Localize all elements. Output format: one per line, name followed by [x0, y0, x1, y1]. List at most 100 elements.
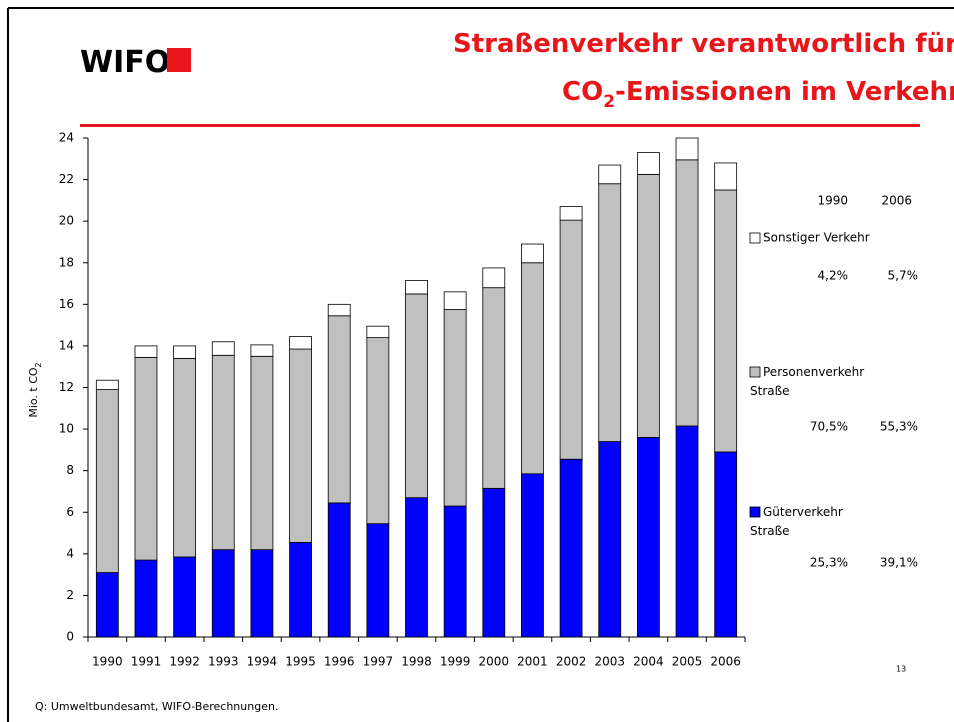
bar-segment — [405, 293, 428, 499]
bar-segment — [405, 280, 428, 295]
bar-segment — [636, 436, 660, 638]
logo: WIFO — [80, 45, 170, 80]
legend-label: Güterverkehr Straße — [750, 505, 843, 538]
bar-segment — [482, 267, 506, 289]
bar-segment — [559, 219, 583, 460]
y-tick-label: 14 — [59, 338, 74, 352]
bar-segment — [211, 341, 235, 356]
y-tick-label: 20 — [59, 214, 74, 228]
logo-square — [167, 48, 191, 72]
page-number: 13 — [896, 665, 906, 674]
title-rule — [80, 124, 920, 127]
legend-share: 70,5% — [810, 420, 848, 434]
bar-segment — [482, 287, 506, 489]
bar-segment — [482, 487, 506, 638]
y-tick-label: 18 — [59, 255, 74, 269]
source: Q: Umweltbundesamt, WIFO-Berechnungen. — [35, 700, 278, 713]
bar-segment — [366, 337, 390, 525]
x-tick-label: 1997 — [363, 655, 394, 669]
x-tick-label: 1992 — [169, 655, 200, 669]
y-label-part: Mio. t CO — [27, 367, 40, 418]
legend-label: Sonstiger Verkehr — [763, 231, 870, 245]
bar-segment — [598, 164, 622, 185]
bar-segment — [443, 309, 467, 507]
legend-share: 5,7% — [888, 269, 919, 283]
bar-segment — [134, 559, 158, 638]
bar-segment — [211, 549, 235, 638]
y-tick-label: 0 — [66, 630, 74, 644]
bar-segment — [675, 425, 699, 638]
share-year: 1990 — [817, 194, 848, 208]
y-tick-label: 2 — [66, 588, 74, 602]
bar-segment — [327, 502, 351, 638]
bar-segment — [598, 441, 622, 638]
bar-segment — [211, 354, 235, 551]
y-tick-label: 24 — [59, 131, 74, 145]
bar-segment — [443, 291, 467, 310]
legend-swatch — [749, 506, 761, 518]
y-label-sub: 2 — [34, 362, 43, 367]
bar-segment — [95, 379, 119, 390]
x-tick-label: 2005 — [672, 655, 703, 669]
x-tick-label: 1990 — [92, 655, 123, 669]
bar-segment — [173, 345, 197, 359]
x-tick-label: 2000 — [479, 655, 510, 669]
share-year: 2006 — [881, 194, 912, 208]
x-tick-label: 2003 — [594, 655, 625, 669]
x-tick-label: 1998 — [401, 655, 432, 669]
bar-segment — [289, 348, 312, 543]
legend-swatch — [749, 366, 761, 378]
x-tick-label: 1993 — [208, 655, 239, 669]
y-tick-label: 10 — [59, 422, 74, 436]
x-tick-label: 1995 — [285, 655, 316, 669]
bar-segment — [366, 325, 390, 338]
bar-segment — [173, 357, 197, 558]
bar-segment — [95, 389, 119, 573]
y-tick-label: 4 — [66, 546, 74, 560]
bar-segment — [289, 541, 312, 638]
bar-segment — [134, 345, 158, 358]
title-part: -Emissionen im Verkehr — [615, 77, 954, 107]
bar-segment — [327, 315, 351, 504]
y-tick-label: 6 — [66, 505, 74, 519]
bar-segment — [173, 556, 197, 638]
bar-segment — [714, 189, 738, 453]
x-tick-label: 2006 — [710, 655, 741, 669]
bar-segment — [134, 356, 158, 561]
bar-segment — [327, 303, 351, 317]
legend-label: Personenverkehr Straße — [750, 365, 864, 398]
bar-segment — [250, 355, 274, 551]
bar-segment — [598, 183, 622, 442]
bar-segment — [366, 523, 390, 638]
bar-segment — [714, 451, 738, 638]
bar-segment — [289, 336, 312, 350]
x-tick-label: 1996 — [324, 655, 355, 669]
bar-segment — [405, 497, 428, 638]
y-tick-label: 12 — [59, 380, 74, 394]
legend-share: 39,1% — [880, 556, 918, 570]
title: CO2-Emissionen im Verkehr — [562, 77, 954, 112]
legend-swatch — [749, 232, 761, 244]
legend-share: 25,3% — [810, 556, 848, 570]
bar-segment — [636, 173, 660, 438]
y-axis-label: Mio. t CO2 — [27, 362, 43, 417]
bar-segment — [250, 549, 274, 638]
title: Straßenverkehr verantwortlich für — [453, 29, 954, 59]
title-part: CO — [562, 77, 603, 107]
x-tick-label: 1994 — [247, 655, 278, 669]
x-tick-label: 1999 — [440, 655, 471, 669]
legend-share: 4,2% — [818, 269, 849, 283]
bar-segment — [95, 572, 119, 638]
bar-segment — [559, 458, 583, 638]
bar-segment — [250, 344, 274, 357]
bar-segment — [521, 473, 544, 638]
x-tick-label: 1991 — [131, 655, 162, 669]
legend-share: 55,3% — [880, 420, 918, 434]
x-tick-label: 2002 — [556, 655, 587, 669]
bar-segment — [636, 152, 660, 175]
y-tick-label: 16 — [59, 297, 74, 311]
bar-segment — [443, 505, 467, 638]
x-tick-label: 2004 — [633, 655, 664, 669]
